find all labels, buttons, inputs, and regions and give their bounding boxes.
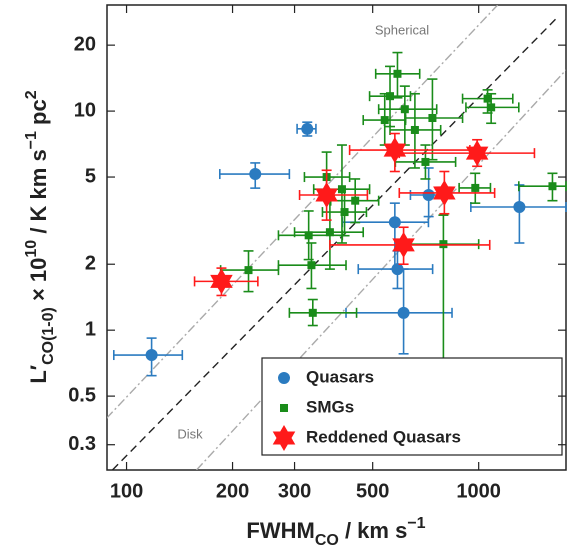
x-tick-label: 500 [356,480,389,502]
marker [513,200,526,213]
label-part: pc [26,99,51,131]
annotation: Disk [177,426,203,441]
marker [433,180,456,206]
legend-label: SMGs [306,397,354,416]
x-tick-label: 200 [216,480,249,502]
x-axis-label: FWHMCO / km s−1 [246,515,425,549]
legend-marker [272,425,296,451]
marker [388,216,401,229]
label-part: 2 [23,90,40,99]
reference-lines [107,5,566,470]
series [193,132,536,297]
marker [301,122,314,135]
label-part: L′ [26,365,51,384]
y-tick-label: 0.5 [68,384,96,406]
marker [325,228,334,237]
marker [400,105,409,114]
marker [380,116,389,125]
marker [471,183,480,192]
legend-box [261,357,563,456]
y-tick-label: 10 [74,99,96,121]
reference-line [107,5,499,419]
y-tick-label: 20 [74,33,96,55]
marker [383,137,407,164]
reference-line [195,69,566,470]
marker [145,349,158,362]
marker [307,261,316,270]
label-part: CO(1-0) [40,307,57,365]
legend-label: Quasars [306,367,374,386]
series [112,121,567,377]
marker [386,92,395,101]
marker [397,306,410,319]
marker [244,266,253,275]
label-part: × 10 [26,258,51,308]
legend-marker [278,372,290,384]
y-tick-label: 2 [85,253,96,275]
legend-label: Reddened Quasars [306,427,461,446]
annotation: Spherical [375,22,429,37]
points [112,51,567,377]
marker [304,231,313,240]
marker [337,185,346,194]
label-part: −1 [23,131,40,149]
marker [308,308,317,317]
marker [391,263,404,276]
marker [422,189,435,202]
reference-line [111,17,558,470]
y-tick-label: 5 [85,165,96,187]
marker [210,268,233,295]
legend-marker [280,404,288,412]
label-part: / K km s [26,149,51,239]
x-tick-label: 1000 [456,480,501,502]
y-tick-label: 1 [85,318,96,340]
marker [421,157,430,166]
y-axis-label: L′CO(1-0) × 1010 / K km s−1 pc2 [23,90,57,383]
marker [548,182,557,191]
x-tick-label: 100 [110,480,143,502]
marker [393,69,402,78]
label-part: −1 [407,515,425,532]
marker [487,103,496,112]
y-tick-label: 0.3 [68,433,96,455]
x-tick-label: 300 [278,480,311,502]
marker [483,94,492,103]
marker [428,114,437,123]
marker [392,231,415,258]
marker [249,168,262,181]
label-part: FWHM [246,518,314,543]
plot-frame [106,4,567,471]
label-part: 10 [23,240,40,258]
label-part: / km s [339,518,407,543]
marker [315,182,338,208]
marker [410,125,419,134]
marker [340,208,349,217]
marker [351,196,360,205]
label-part: CO [315,532,339,549]
marker [465,140,489,167]
legend: Quasars SMGs Reddened Quasars [261,357,563,456]
